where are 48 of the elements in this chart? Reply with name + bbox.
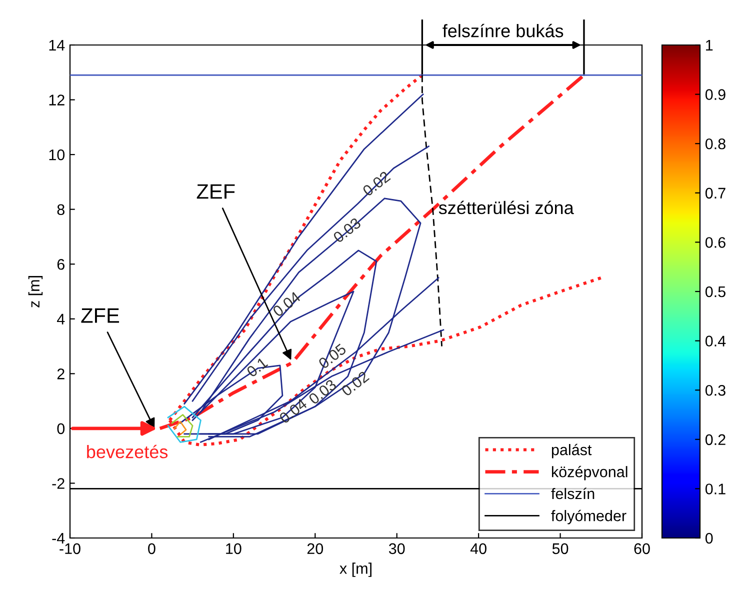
x-tick-label: 20: [307, 543, 324, 554]
x-tick-label: 0: [148, 543, 156, 554]
x-axis-title: x [m]: [340, 562, 372, 577]
annotation: 0.02: [362, 170, 391, 197]
y-tick-label: 10: [49, 149, 65, 160]
annotation: felszínre bukás: [442, 24, 564, 38]
legend-label: felszín: [551, 488, 594, 500]
y-tick-label: 0: [57, 423, 65, 434]
color-bar-label: 1: [706, 40, 713, 51]
x-tick-label: 40: [470, 543, 486, 554]
x-tick-label: 50: [552, 543, 568, 554]
annotation: ZFE: [81, 308, 120, 323]
color-bar-label: 0.8: [705, 138, 726, 150]
annotation: 0.02: [340, 370, 370, 397]
annotation: 0.1: [246, 356, 268, 378]
x-tick-label: 10: [226, 543, 242, 554]
annotation: 0.05: [318, 343, 347, 370]
color-bar-label: 0.6: [705, 237, 726, 248]
legend-label: középvonal: [552, 466, 628, 480]
color-bar-label: 0.4: [705, 336, 726, 346]
y-tick-label: 14: [49, 40, 65, 51]
annotation: ZEF: [196, 184, 235, 199]
color-bar-label: 0.9: [705, 89, 726, 100]
y-tick-label: -2: [52, 478, 64, 489]
annotation: szétterülési zóna: [438, 200, 574, 214]
x-tick-label: 60: [634, 543, 650, 554]
y-tick-label: -4: [52, 533, 65, 544]
annotation: 0.03: [332, 217, 362, 244]
color-bar-label: 0: [705, 532, 713, 544]
annotation: 0.04: [272, 291, 302, 318]
y-tick-label: 8: [57, 204, 64, 216]
color-bar-label: 0.3: [705, 384, 726, 396]
x-tick-label: -10: [60, 543, 80, 554]
color-bar-label: 0.1: [705, 484, 726, 494]
legend-label: palást: [552, 444, 592, 458]
y-tick-label: 4: [56, 314, 65, 324]
annotation: 0.03: [308, 378, 338, 405]
x-tick-label: 30: [388, 543, 405, 554]
y-axis-title: z [m]: [28, 276, 43, 308]
annotation: 0.04: [278, 398, 308, 424]
y-tick-label: 12: [49, 94, 64, 106]
color-bar-label: 0.7: [705, 188, 726, 199]
color-bar-label: 0.2: [705, 434, 726, 446]
y-tick-label: 6: [57, 258, 64, 270]
y-tick-label: 2: [57, 368, 64, 380]
annotation: bevezetés: [87, 444, 168, 458]
legend-label: folyómeder: [551, 510, 626, 524]
color-bar-label: 0.5: [705, 286, 726, 298]
